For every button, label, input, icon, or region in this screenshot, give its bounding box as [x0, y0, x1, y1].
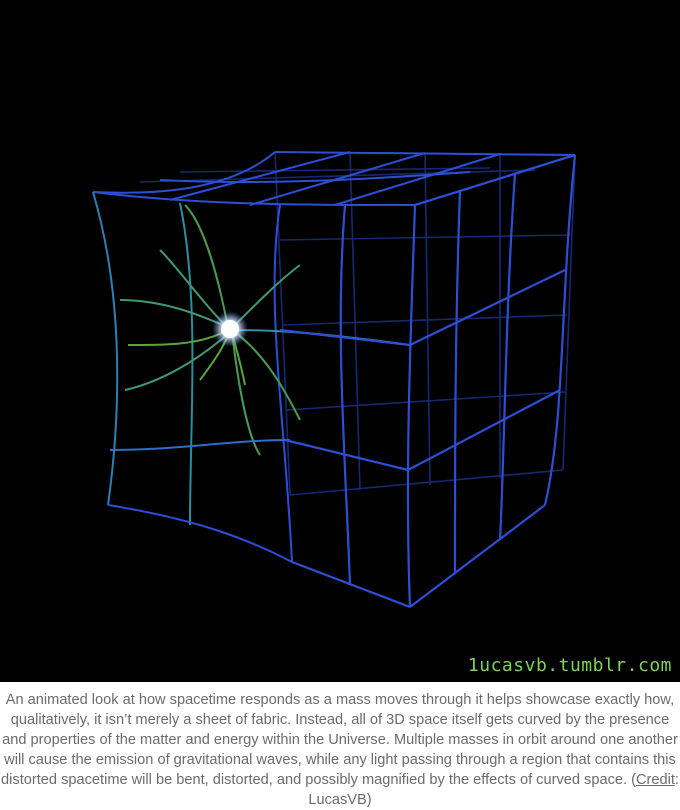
front-face-lines	[279, 153, 577, 609]
curved-spacetime-grid	[92, 151, 577, 609]
caption-text: An animated look at how spacetime respon…	[1, 692, 678, 788]
credit-link[interactable]: Credit	[635, 772, 675, 788]
figure-caption: An animated look at how spacetime respon…	[0, 690, 680, 810]
back-grid-lines	[139, 151, 576, 496]
left-face-lines	[92, 191, 411, 563]
spacetime-animation-figure: 1ucasvb.tumblr.com	[0, 0, 680, 682]
watermark: 1ucasvb.tumblr.com	[467, 655, 672, 676]
mass-sphere	[221, 320, 239, 338]
